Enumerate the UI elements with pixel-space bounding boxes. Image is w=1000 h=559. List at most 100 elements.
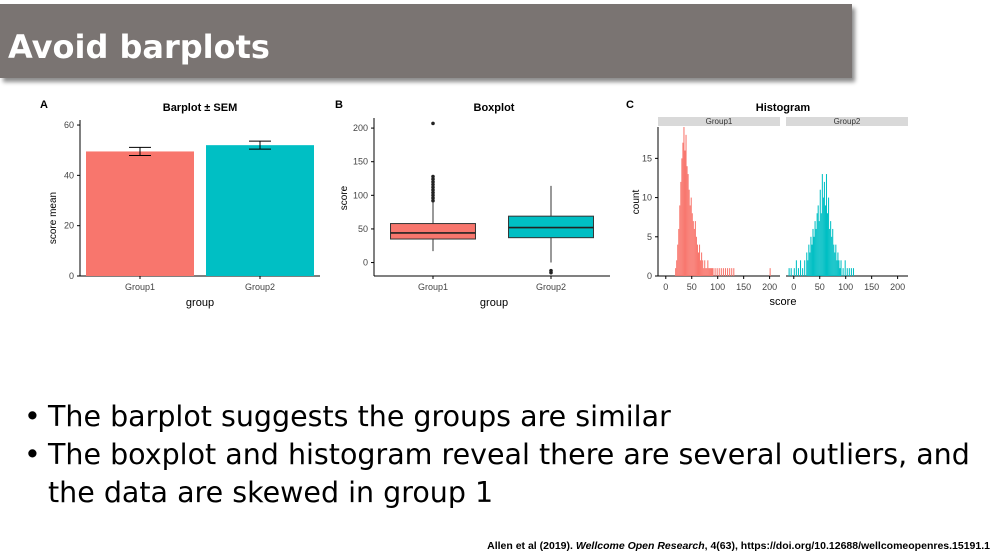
bullet-text: The boxplot and histogram reveal there a… <box>48 438 970 509</box>
outlier-point <box>431 196 435 200</box>
histogram-bin <box>821 174 823 276</box>
citation-authors: Allen et al (2019). <box>487 540 573 552</box>
histogram-x-tick-label: 50 <box>815 282 825 292</box>
facet-strip <box>658 117 780 126</box>
histogram-bin <box>711 268 713 276</box>
histogram-bin <box>700 260 702 276</box>
histogram-bin <box>683 127 685 276</box>
histogram-bin <box>696 244 698 276</box>
facet-strip <box>786 117 908 126</box>
histogram-bin <box>714 268 716 276</box>
boxplot-y-tick-label: 100 <box>353 190 368 200</box>
histogram-x-tick-label: 150 <box>736 282 751 292</box>
histogram-x-tick-label: 150 <box>864 282 879 292</box>
histogram-bin <box>810 236 812 276</box>
outlier-point <box>431 185 435 190</box>
histogram-bin <box>769 268 771 276</box>
histogram-bin <box>811 244 813 276</box>
histogram-bin <box>704 260 706 276</box>
histogram-bin <box>733 268 735 276</box>
histogram-y-tick-label: 5 <box>647 232 652 242</box>
histogram-bin <box>830 221 832 276</box>
histogram-x-tick-label: 100 <box>838 282 853 292</box>
boxplot-y-tick-label: 0 <box>363 258 368 268</box>
histogram-bin <box>816 213 818 276</box>
histogram-bin <box>692 221 694 276</box>
histogram-bin <box>839 268 841 276</box>
histogram-bin <box>731 268 733 276</box>
outlier-point <box>431 182 435 187</box>
histogram-bin <box>712 268 714 276</box>
histogram-bin <box>690 197 692 276</box>
histogram-x-tick-label: 50 <box>687 282 697 292</box>
barplot-y-tick-label: 40 <box>64 170 74 180</box>
boxplot-title: Boxplot <box>474 102 515 114</box>
bullet-item: • The boxplot and histogram reveal there… <box>24 436 984 512</box>
boxplot-panel: 0 50 100 150 200 Group1 Group2 <box>353 118 610 292</box>
boxplot-y-tick-label: 150 <box>353 157 368 167</box>
histogram-bin <box>680 181 682 276</box>
histogram-bin <box>807 260 809 276</box>
bullet-dot: • <box>24 438 41 471</box>
panel-label-a: A <box>40 99 48 111</box>
slide-title: Avoid barplots <box>8 28 270 66</box>
box-group1 <box>390 223 476 240</box>
histogram-bin <box>681 158 683 276</box>
histogram-bin <box>793 268 795 276</box>
bullet-text: The barplot suggests the groups are simi… <box>48 400 671 433</box>
histogram-bin <box>818 221 820 276</box>
histogram-bin <box>697 252 700 276</box>
histogram-bin <box>699 244 701 276</box>
outlier-point <box>431 174 435 179</box>
histogram-x-tick-label: 200 <box>890 282 905 292</box>
facet-strip-label: Group1 <box>706 117 733 126</box>
histogram-bin <box>702 260 704 276</box>
histogram-bin <box>691 213 693 276</box>
barplot-y-tick-label: 60 <box>64 120 74 130</box>
histogram-bin <box>833 244 835 276</box>
histogram-bin <box>707 260 709 276</box>
bullet-list: • The barplot suggests the groups are si… <box>24 398 984 512</box>
boxplot-x-tick-label: Group1 <box>418 282 448 292</box>
bar-group1 <box>86 151 194 276</box>
histogram-bin <box>817 205 819 276</box>
histogram-bin <box>820 213 822 276</box>
figure-panels: A B C Barplot ± SEM Boxplot Histogram gr… <box>40 99 908 309</box>
histogram-bin <box>675 268 677 276</box>
histogram-bin <box>800 260 802 276</box>
histogram-bin <box>824 205 826 276</box>
histogram-bin <box>842 268 844 276</box>
histogram-bin <box>832 228 834 276</box>
boxplot-ylabel: score <box>339 185 350 210</box>
histogram-bin <box>679 205 681 276</box>
histogram-bin <box>709 268 711 276</box>
histogram-bin <box>727 268 729 276</box>
histogram-bin <box>813 236 815 276</box>
histogram-title: Histogram <box>756 102 811 114</box>
bullet-item: • The barplot suggests the groups are si… <box>24 398 984 436</box>
histogram-bin <box>806 252 808 276</box>
outlier-point <box>431 193 435 198</box>
histogram-bin <box>828 197 830 276</box>
histogram-bin <box>834 252 836 276</box>
histogram-bin <box>701 252 703 276</box>
outlier-point <box>431 190 435 195</box>
panel-label-c: C <box>626 99 634 111</box>
barplot-x-tick-label: Group2 <box>245 282 275 292</box>
histogram-panel: 0 5 10 15 Group1 0 50 100 150 200 Group2 0 50 100 150 2… <box>642 117 908 292</box>
histogram-bin <box>835 244 837 276</box>
histogram-bin <box>808 244 810 276</box>
outlier-point <box>431 180 435 184</box>
histogram-bin <box>848 268 850 276</box>
histogram-bin <box>819 189 821 276</box>
histogram-bin <box>686 166 688 276</box>
barplot-y-tick-label: 20 <box>64 221 74 231</box>
barplot-x-tick-label: Group1 <box>125 282 155 292</box>
histogram-bin <box>846 268 848 276</box>
histogram-bin <box>838 260 840 276</box>
histogram-bin <box>809 252 811 276</box>
histogram-bin <box>814 221 816 276</box>
histogram-x-tick-label: 200 <box>762 282 777 292</box>
histogram-bin <box>724 268 727 276</box>
histogram-bin <box>687 174 689 276</box>
